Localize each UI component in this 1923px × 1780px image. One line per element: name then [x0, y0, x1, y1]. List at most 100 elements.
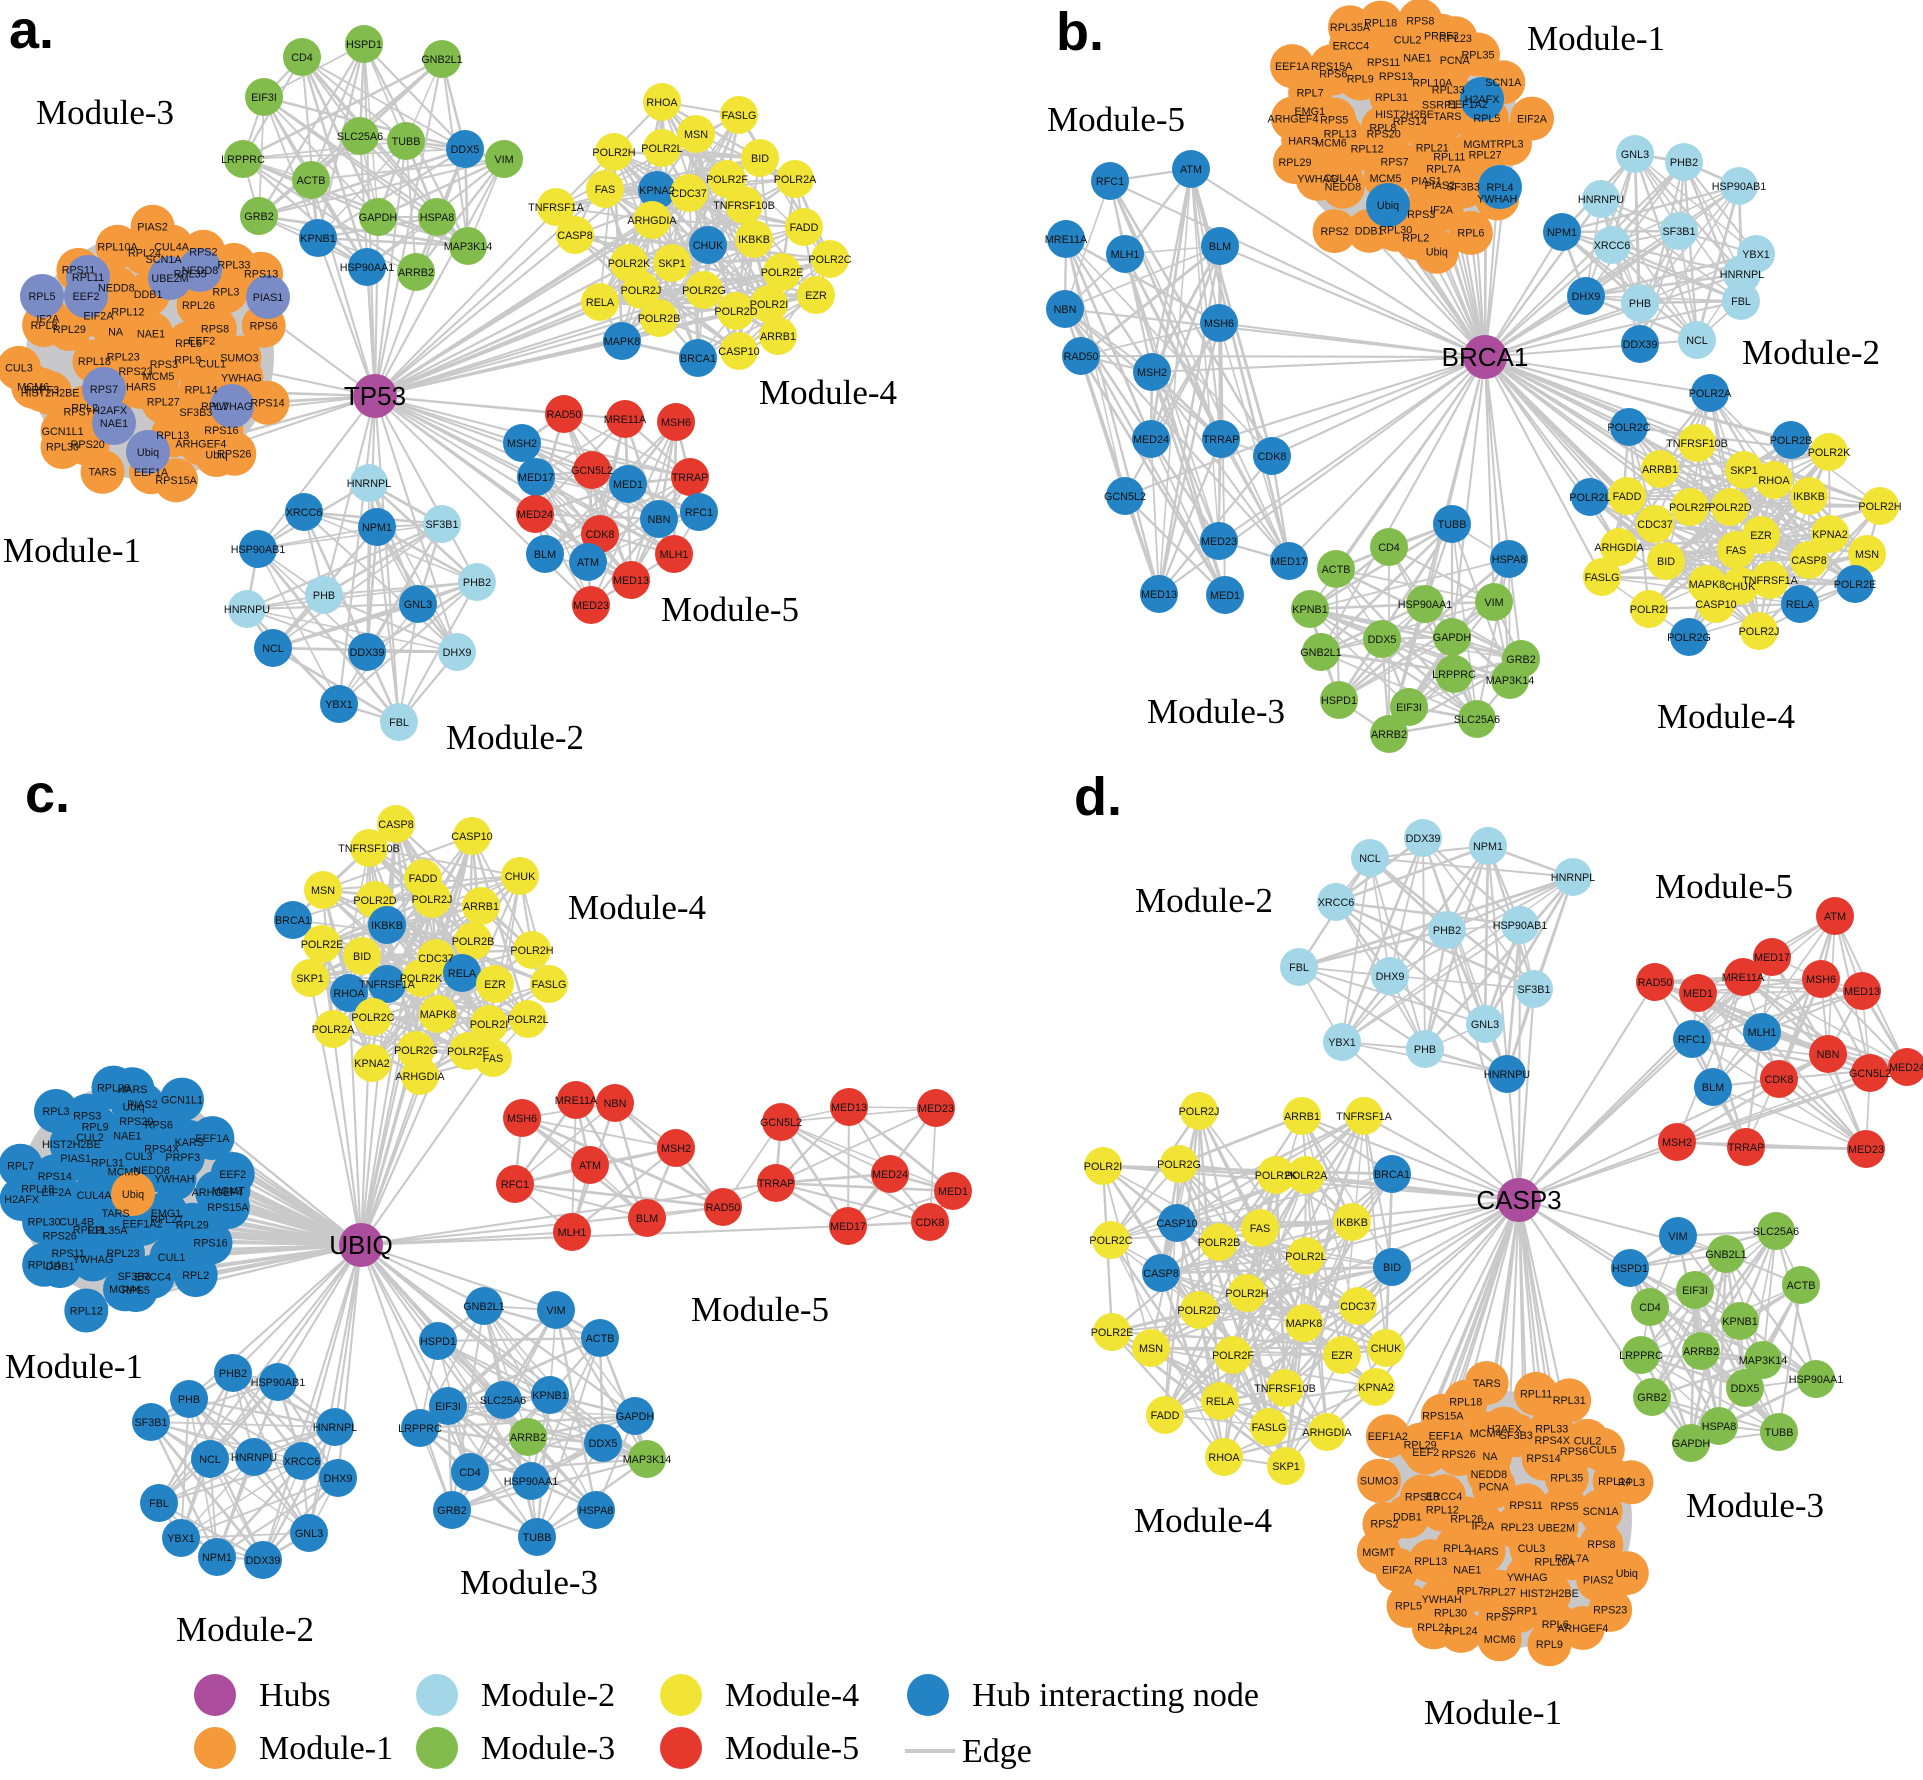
svg-text:HSP90AB1: HSP90AB1 [251, 1377, 306, 1389]
svg-text:MED1: MED1 [938, 1186, 968, 1198]
svg-text:GCN1L1: GCN1L1 [161, 1094, 203, 1106]
svg-text:ARRB1: ARRB1 [1284, 1111, 1320, 1123]
svg-text:RPS26: RPS26 [1441, 1449, 1475, 1461]
svg-text:BLM: BLM [534, 549, 556, 561]
svg-text:RPL11: RPL11 [72, 272, 104, 284]
svg-text:VIM: VIM [1484, 597, 1503, 609]
svg-text:NBN: NBN [1054, 304, 1077, 316]
svg-text:DHX9: DHX9 [443, 647, 472, 659]
svg-text:RPL30: RPL30 [46, 442, 79, 454]
svg-text:RAD50: RAD50 [1064, 351, 1099, 363]
svg-text:ARHGDIA: ARHGDIA [627, 215, 677, 227]
svg-text:POLR2K: POLR2K [608, 258, 651, 270]
svg-text:HIST2H2BE: HIST2H2BE [1520, 1588, 1579, 1600]
svg-text:PIAS2: PIAS2 [127, 1099, 158, 1111]
svg-text:POLR2E: POLR2E [301, 939, 344, 951]
svg-text:HNRNPU: HNRNPU [224, 604, 270, 616]
svg-text:RPS2: RPS2 [189, 247, 217, 259]
svg-text:POLR2I: POLR2I [1084, 1161, 1122, 1173]
svg-text:RPL3: RPL3 [212, 286, 239, 298]
svg-text:POLR2H: POLR2H [592, 147, 635, 159]
svg-text:EIF3I: EIF3I [1682, 1285, 1708, 1297]
svg-text:CDC37: CDC37 [418, 953, 453, 965]
svg-text:RPL2: RPL2 [182, 1270, 209, 1282]
svg-text:MAP3K14: MAP3K14 [1739, 1355, 1788, 1367]
svg-text:ARRB1: ARRB1 [1642, 464, 1678, 476]
svg-text:HSPD1: HSPD1 [420, 1336, 456, 1348]
svg-text:RPS2: RPS2 [1320, 226, 1348, 238]
svg-text:NA: NA [1483, 1451, 1499, 1463]
svg-text:TARS: TARS [1434, 111, 1462, 123]
svg-text:POLR2K: POLR2K [400, 973, 443, 985]
svg-text:XRCC6: XRCC6 [1594, 240, 1631, 252]
svg-text:RPL9: RPL9 [82, 1121, 109, 1133]
svg-text:FASLG: FASLG [532, 979, 567, 991]
svg-text:GRB2: GRB2 [1506, 654, 1535, 666]
svg-text:GAPDH: GAPDH [1433, 632, 1471, 644]
svg-text:DHX9: DHX9 [1572, 291, 1601, 303]
svg-text:YBX1: YBX1 [1328, 1037, 1356, 1049]
svg-text:EEF2: EEF2 [188, 335, 215, 347]
svg-text:RPL29: RPL29 [1404, 1440, 1437, 1452]
svg-text:EZR: EZR [1331, 1350, 1353, 1362]
svg-text:ERCC4: ERCC4 [1333, 40, 1370, 52]
svg-text:RPL27: RPL27 [147, 397, 180, 409]
svg-text:PCNA: PCNA [1479, 1482, 1510, 1494]
svg-text:GNB2L1: GNB2L1 [463, 1301, 504, 1313]
svg-text:MCM6: MCM6 [1315, 138, 1347, 150]
svg-text:GNL3: GNL3 [1621, 149, 1649, 161]
svg-text:POLR2L: POLR2L [1569, 492, 1610, 504]
svg-text:MED23: MED23 [1848, 1144, 1884, 1156]
svg-text:PIAS2: PIAS2 [1583, 1574, 1614, 1586]
svg-text:RPL9: RPL9 [174, 354, 201, 366]
svg-text:POLR2I: POLR2I [470, 1019, 508, 1031]
svg-text:TP53: TP53 [344, 381, 406, 411]
svg-text:PHB: PHB [178, 1394, 200, 1406]
svg-text:ATM: ATM [579, 1160, 601, 1172]
svg-text:CD4: CD4 [1639, 1302, 1661, 1314]
svg-text:HSPA8: HSPA8 [1702, 1421, 1737, 1433]
svg-text:NPM1: NPM1 [202, 1552, 232, 1564]
svg-text:c.: c. [25, 764, 70, 824]
svg-text:ARHGEF4: ARHGEF4 [1557, 1623, 1608, 1635]
svg-text:CASP8: CASP8 [378, 819, 413, 831]
svg-text:MSH2: MSH2 [661, 1143, 691, 1155]
svg-text:KPNB1: KPNB1 [1722, 1316, 1757, 1328]
svg-text:SLC25A6: SLC25A6 [337, 131, 383, 143]
svg-text:BRCA1: BRCA1 [1374, 1169, 1410, 1181]
svg-text:CUL4A: CUL4A [154, 241, 190, 253]
svg-text:RPL33: RPL33 [1432, 85, 1465, 97]
svg-text:EIF2A: EIF2A [83, 310, 114, 322]
svg-text:POLR2C: POLR2C [1089, 1235, 1132, 1247]
svg-text:YWHAG: YWHAG [1507, 1572, 1548, 1584]
svg-text:RPL7A: RPL7A [1426, 164, 1461, 176]
svg-text:HSP90AB1: HSP90AB1 [1493, 920, 1548, 932]
svg-text:ACTB: ACTB [1322, 564, 1351, 576]
svg-text:MLH1: MLH1 [660, 549, 689, 561]
svg-text:POLR2D: POLR2D [353, 895, 396, 907]
svg-text:RPS26: RPS26 [217, 449, 251, 461]
svg-text:MRE11A: MRE11A [555, 1095, 598, 1107]
svg-text:SCN1A: SCN1A [1485, 77, 1522, 89]
svg-text:DHX9: DHX9 [1376, 971, 1405, 983]
svg-text:MSH6: MSH6 [1806, 974, 1836, 986]
svg-text:RPL5: RPL5 [1473, 113, 1500, 125]
svg-text:CASP8: CASP8 [557, 230, 592, 242]
svg-text:NA: NA [108, 326, 124, 338]
svg-text:Module-2: Module-2 [1135, 881, 1273, 920]
svg-text:EEF1A: EEF1A [1275, 61, 1310, 73]
svg-text:UBE2M: UBE2M [1538, 1523, 1575, 1535]
svg-text:MED23: MED23 [573, 600, 609, 612]
svg-text:BID: BID [1383, 1262, 1401, 1274]
svg-text:PIAS1: PIAS1 [253, 292, 284, 304]
svg-text:HNRNPL: HNRNPL [347, 478, 391, 490]
svg-text:CD4: CD4 [1378, 542, 1400, 554]
svg-text:PHB2: PHB2 [1670, 157, 1698, 169]
svg-text:RPS11: RPS11 [51, 1248, 84, 1260]
svg-text:Ubiq: Ubiq [1426, 247, 1448, 259]
svg-text:MED1: MED1 [1683, 988, 1713, 1000]
svg-text:ERCC4: ERCC4 [134, 1272, 171, 1284]
svg-text:NBN: NBN [648, 514, 671, 526]
svg-text:GNL3: GNL3 [404, 599, 432, 611]
svg-text:RPL23: RPL23 [1501, 1522, 1534, 1534]
